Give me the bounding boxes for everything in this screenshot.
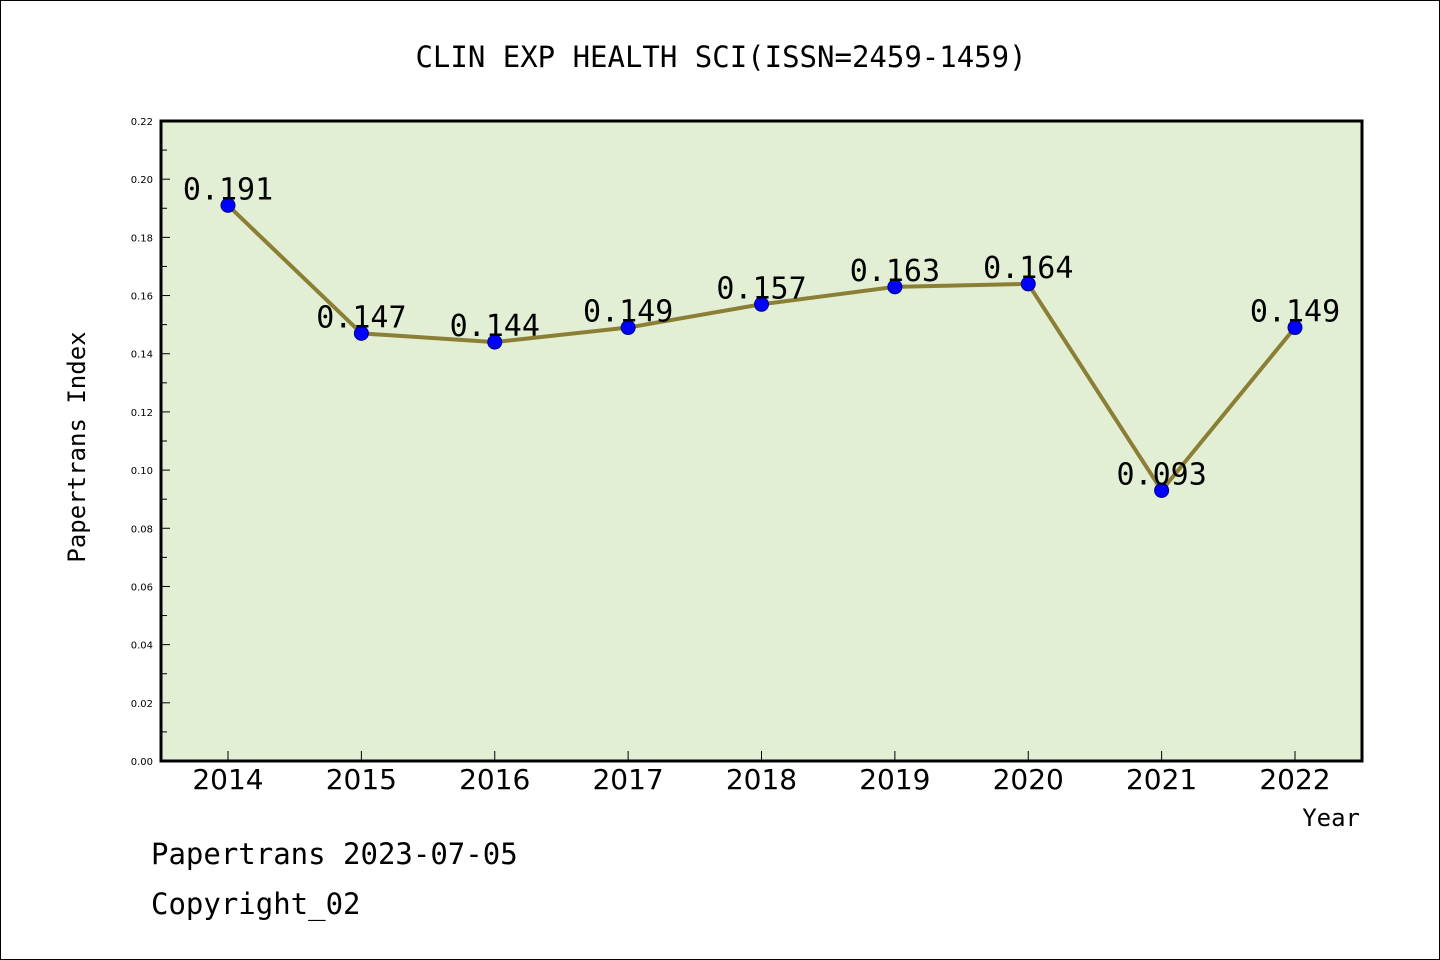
data-label: 0.093 <box>1116 457 1206 492</box>
data-point <box>1020 276 1036 292</box>
data-label: 0.149 <box>583 295 673 330</box>
data-point <box>754 296 769 312</box>
y-tick-label: 0.06 <box>131 582 153 593</box>
data-point <box>1287 320 1303 336</box>
plot-area <box>159 119 1364 763</box>
x-axis-label: Year <box>1302 804 1360 832</box>
y-tick-label: 0.14 <box>131 350 153 361</box>
data-label: 0.191 <box>183 172 273 207</box>
data-point <box>620 320 636 336</box>
y-tick-label: 0.12 <box>131 408 153 419</box>
y-axis: 0.00 0.02 0.04 0.06 0.08 0.10 0.12 0.14 0.16 0.18… <box>131 117 170 768</box>
data-label: 0.164 <box>983 251 1073 286</box>
data-point <box>220 197 236 213</box>
y-tick-label: 0.20 <box>131 175 153 186</box>
series-line-group <box>220 197 1303 498</box>
data-point <box>1154 482 1170 498</box>
x-tick-label: 2018 <box>726 763 797 796</box>
x-tick-label: 2016 <box>459 763 530 796</box>
data-point <box>487 334 503 350</box>
x-tick-label: 2014 <box>192 763 263 796</box>
y-tick-label: 0.00 <box>131 757 153 768</box>
y-tick-label: 0.22 <box>131 117 153 128</box>
x-tick-label: 2017 <box>592 763 663 796</box>
x-tick-label: 2019 <box>859 763 930 796</box>
y-tick-label: 0.18 <box>131 233 153 244</box>
x-axis: 2014 2015 2016 2017 2018 2019 2020 2021 2022 <box>192 751 1331 796</box>
y-tick-label: 0.04 <box>131 641 153 652</box>
footer-copyright: Copyright_02 <box>151 887 361 921</box>
data-label: 0.144 <box>450 309 540 344</box>
footer-date: Papertrans 2023-07-05 <box>151 837 518 871</box>
data-label: 0.149 <box>1250 295 1340 330</box>
data-labels-group: 0.191 0.147 0.144 0.149 0.157 0.163 0.164 0.093… <box>183 172 1340 492</box>
x-tick-label: 2021 <box>1126 763 1197 796</box>
data-label: 0.147 <box>316 300 406 335</box>
data-point <box>353 325 369 341</box>
x-tick-label: 2022 <box>1259 763 1330 796</box>
x-tick-label: 2020 <box>993 763 1064 796</box>
y-tick-label: 0.08 <box>131 524 153 535</box>
y-axis-label: Papertrans Index <box>63 331 91 562</box>
data-label: 0.163 <box>850 254 940 289</box>
data-point <box>887 279 903 295</box>
y-tick-label: 0.16 <box>131 292 153 303</box>
chart-title: CLIN EXP HEALTH SCI(ISSN=2459-1459) <box>415 40 1026 74</box>
data-label: 0.157 <box>716 271 806 306</box>
y-tick-label: 0.02 <box>131 699 153 710</box>
x-tick-label: 2015 <box>326 763 397 796</box>
y-tick-label: 0.10 <box>131 466 153 477</box>
